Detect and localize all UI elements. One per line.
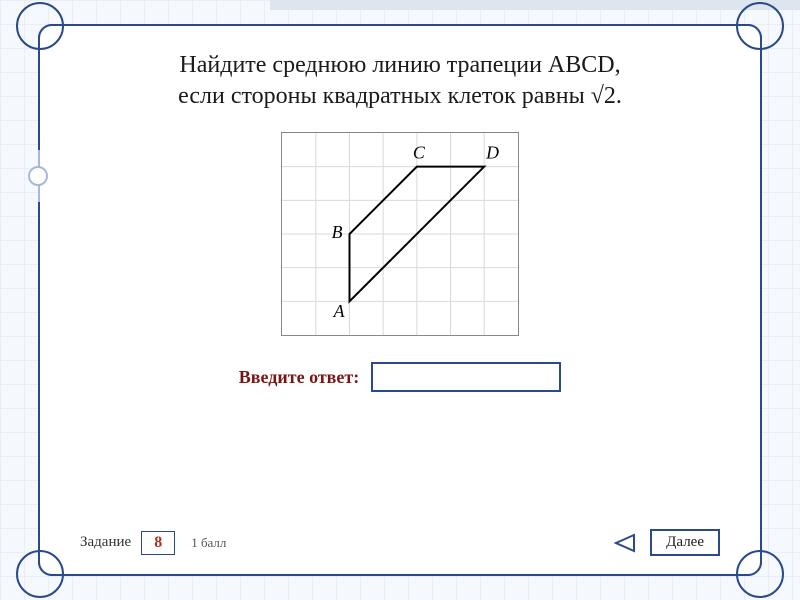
svg-text:B: B: [332, 222, 343, 242]
task-number: 8: [141, 531, 175, 555]
triangle-left-icon: [614, 533, 640, 553]
points-label: 1 балл: [191, 535, 226, 551]
task-label: Задание: [80, 534, 131, 551]
corner-decoration: [722, 536, 762, 576]
answer-label: Введите ответ:: [239, 367, 359, 388]
svg-text:C: C: [413, 143, 426, 163]
corner-decoration: [38, 536, 78, 576]
question-text: Найдите среднюю линию трапеции ABCD, есл…: [40, 26, 760, 120]
answer-input[interactable]: [371, 362, 561, 392]
top-band: [270, 0, 800, 10]
trapezoid-figure: A B C D: [281, 132, 519, 336]
next-button[interactable]: Далее: [650, 529, 720, 556]
svg-text:A: A: [333, 302, 345, 322]
prev-button[interactable]: [614, 533, 640, 553]
svg-text:D: D: [485, 143, 499, 163]
task-block: Задание 8 1 балл: [80, 531, 226, 555]
card-frame: Найдите среднюю линию трапеции ABCD, есл…: [38, 24, 762, 576]
answer-row: Введите ответ:: [40, 362, 760, 392]
footer: Задание 8 1 балл Далее: [80, 529, 720, 556]
side-ornament: [28, 166, 48, 186]
nav-block: Далее: [614, 529, 720, 556]
figure-container: A B C D: [40, 132, 760, 336]
question-line-2: если стороны квадратных клеток равны √2.: [80, 81, 720, 112]
question-line-1: Найдите среднюю линию трапеции ABCD,: [80, 50, 720, 81]
